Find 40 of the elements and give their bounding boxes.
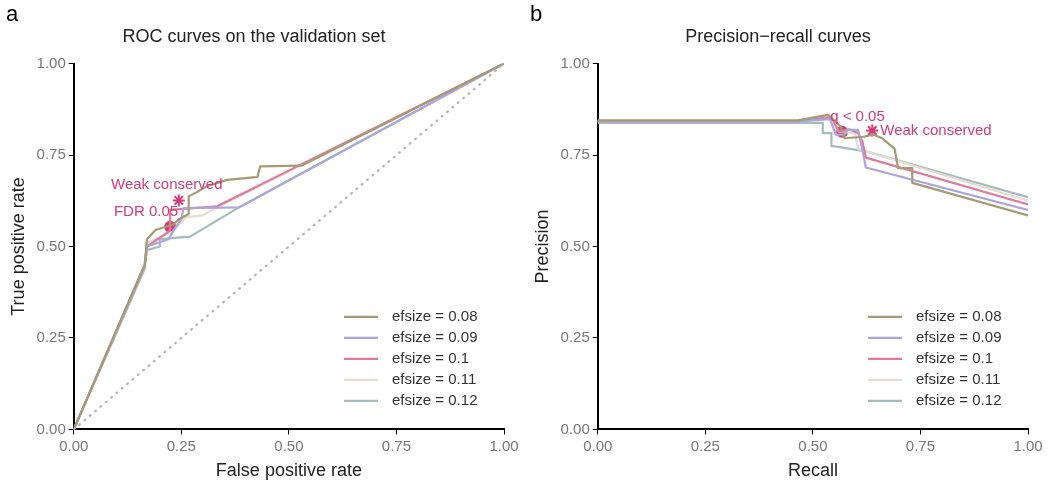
chart-title: ROC curves on the validation set bbox=[122, 25, 386, 46]
y-tick-label: 0.25 bbox=[36, 328, 66, 346]
x-tick-label: 0.75 bbox=[381, 436, 412, 454]
x-tick-label: 0.25 bbox=[166, 436, 196, 454]
y-tick-label: 0.25 bbox=[560, 328, 590, 346]
y-tick-label: 1.00 bbox=[560, 53, 590, 71]
y-tick-label: 0.50 bbox=[36, 236, 66, 254]
legend-label: efsize = 0.12 bbox=[916, 391, 1002, 409]
legend-label: efsize = 0.12 bbox=[392, 391, 478, 409]
x-tick-label: 0.50 bbox=[274, 436, 304, 454]
legend-label: efsize = 0.08 bbox=[916, 307, 1002, 325]
y-tick-label: 0.75 bbox=[560, 145, 590, 163]
x-tick-label: 0.00 bbox=[583, 436, 613, 454]
x-tick-label: 0.00 bbox=[59, 436, 89, 454]
legend-label: efsize = 0.11 bbox=[392, 370, 477, 388]
legend-label: efsize = 0.09 bbox=[916, 328, 1002, 346]
y-tick-label: 0.00 bbox=[560, 419, 590, 437]
legend-label: efsize = 0.1 bbox=[392, 349, 470, 367]
text: b bbox=[530, 1, 543, 27]
y-axis-title: Precision bbox=[531, 209, 552, 284]
y-tick-label: 1.00 bbox=[36, 53, 66, 71]
x-tick-label: 0.50 bbox=[798, 436, 828, 454]
y-tick-label: 0.00 bbox=[36, 419, 66, 437]
x-tick-label: 0.25 bbox=[690, 436, 720, 454]
legend-label: efsize = 0.11 bbox=[916, 370, 1001, 388]
annotation: Weak conserved bbox=[111, 174, 223, 192]
x-tick-label: 1.00 bbox=[489, 436, 519, 454]
legend-label: efsize = 0.09 bbox=[392, 328, 478, 346]
x-axis-title: Recall bbox=[787, 460, 838, 481]
x-tick-label: 0.75 bbox=[905, 436, 936, 454]
y-tick-label: 0.50 bbox=[560, 236, 590, 254]
annotation: FDR 0.05 bbox=[113, 201, 179, 219]
legend-label: efsize = 0.08 bbox=[392, 307, 478, 325]
y-tick-label: 0.75 bbox=[36, 145, 66, 163]
x-tick-label: 1.00 bbox=[1013, 436, 1043, 454]
y-axis-title: True positive rate bbox=[7, 177, 28, 316]
text: a bbox=[6, 1, 19, 27]
x-axis-title: False positive rate bbox=[215, 460, 362, 481]
chart-title: Precision−recall curves bbox=[685, 25, 871, 46]
legend-label: efsize = 0.1 bbox=[916, 349, 994, 367]
